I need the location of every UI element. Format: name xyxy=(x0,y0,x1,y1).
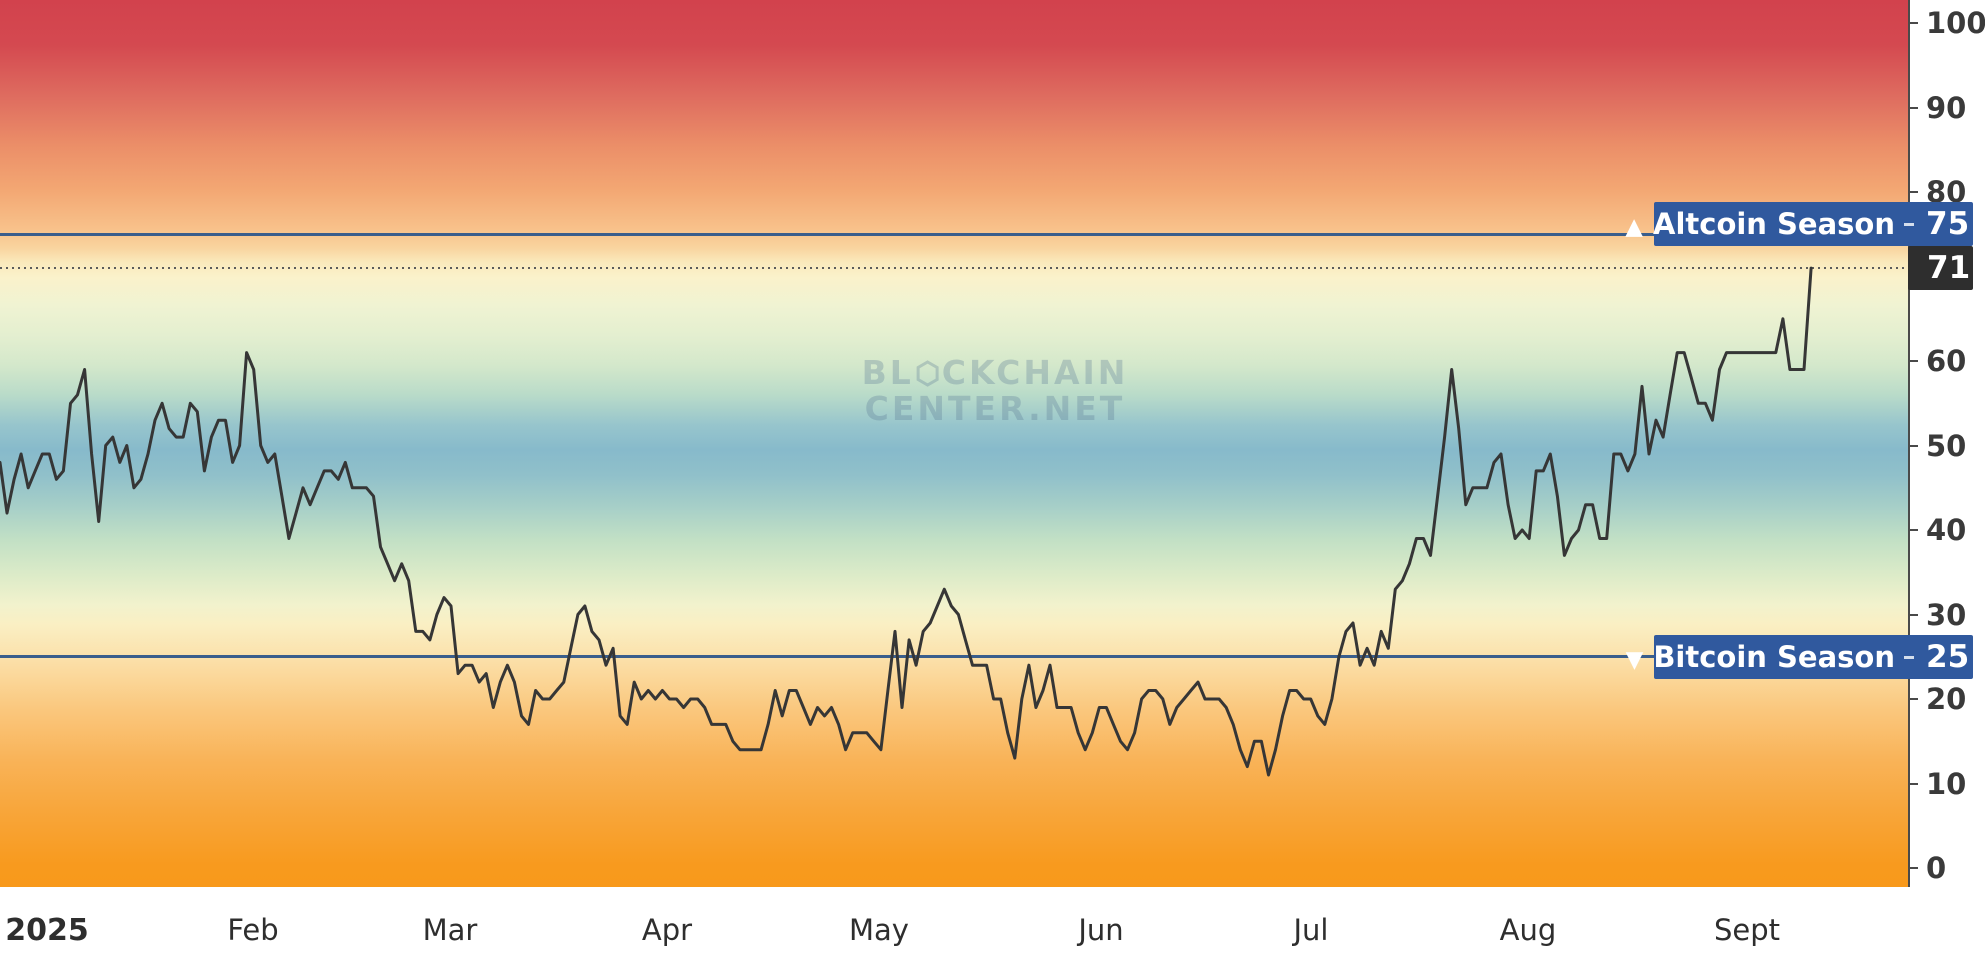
y-tick-mark xyxy=(1910,107,1918,109)
altcoin-threshold-line xyxy=(0,233,1908,236)
y-tick-mark xyxy=(1910,191,1918,193)
hexagon-logo-icon xyxy=(916,359,940,392)
current-value-dotted-line xyxy=(0,267,1908,269)
y-tick-label: 60 xyxy=(1926,344,1967,378)
watermark-line1: BL CKCHAIN xyxy=(861,353,1129,392)
chart-plot-area[interactable]: BL CKCHAIN CENTER.NET xyxy=(0,0,1908,887)
bitcoin-threshold-line xyxy=(0,655,1908,658)
index-line-series xyxy=(0,266,1813,777)
axis-tick-dash xyxy=(1904,223,1914,226)
bitcoin-threshold-value: 25 xyxy=(1926,639,1970,675)
x-axis-label-jul: Jul xyxy=(1293,913,1329,947)
y-tick-label: 90 xyxy=(1926,91,1967,125)
y-tick-label: 20 xyxy=(1926,682,1967,716)
y-tick-label: 50 xyxy=(1926,429,1967,463)
down-triangle-icon: ▼ xyxy=(1625,647,1644,673)
current-index-value: 71 xyxy=(1927,250,1971,286)
y-tick-mark xyxy=(1910,783,1918,785)
bitcoin-season-label: ▼ Bitcoin Season xyxy=(1625,640,1895,674)
x-axis-label-sept: Sept xyxy=(1713,913,1781,947)
altcoin-season-label: ▲ Altcoin Season xyxy=(1625,207,1895,241)
y-tick-label: 0 xyxy=(1926,851,1947,885)
x-axis-label-feb: Feb xyxy=(227,913,279,947)
y-tick-mark xyxy=(1910,698,1918,700)
y-tick-label: 100 xyxy=(1926,6,1985,40)
x-axis-label-mar: Mar xyxy=(422,913,478,947)
watermark: BL CKCHAIN CENTER.NET xyxy=(862,356,1129,425)
current-value-badge: 71 xyxy=(1908,246,1973,290)
y-tick-mark xyxy=(1910,529,1918,531)
up-triangle-icon: ▲ xyxy=(1625,214,1643,240)
y-tick-mark xyxy=(1910,614,1918,616)
x-axis: 2025 Feb Mar Apr May Jun Jul Aug Sept xyxy=(0,887,1985,973)
x-axis-label-2025: 2025 xyxy=(5,913,89,948)
y-tick-label: 10 xyxy=(1926,767,1967,801)
y-tick-label: 40 xyxy=(1926,513,1967,547)
y-tick-mark xyxy=(1910,445,1918,447)
y-tick-label: 30 xyxy=(1926,598,1967,632)
y-tick-mark xyxy=(1910,867,1918,869)
y-axis-line xyxy=(1908,0,1910,888)
x-axis-label-aug: Aug xyxy=(1499,913,1557,947)
x-axis-label-jun: Jun xyxy=(1078,913,1124,947)
altcoin-threshold-value: 75 xyxy=(1926,206,1970,242)
watermark-line2: CENTER.NET xyxy=(864,389,1126,428)
altcoin-season-badge: ▲ Altcoin Season 75 xyxy=(1625,202,1973,246)
axis-tick-dash xyxy=(1904,656,1914,659)
y-tick-mark xyxy=(1910,22,1918,24)
y-tick-mark xyxy=(1910,360,1918,362)
x-axis-label-apr: Apr xyxy=(641,913,693,947)
bitcoin-season-badge: ▼ Bitcoin Season 25 xyxy=(1626,635,1973,679)
x-axis-label-may: May xyxy=(849,913,909,947)
